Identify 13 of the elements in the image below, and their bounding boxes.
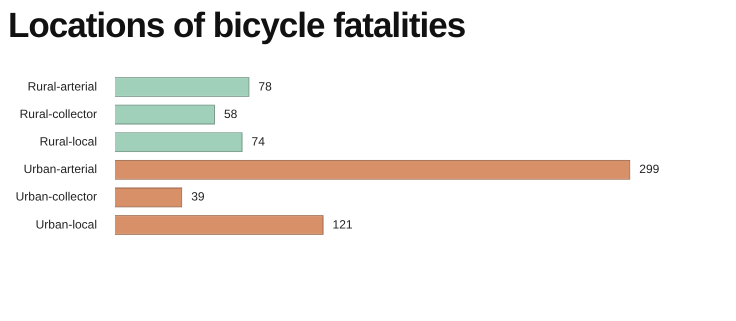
data-label: 299 xyxy=(639,162,660,176)
y-tick-label: Rural-arterial xyxy=(28,79,97,94)
y-tick-label: Urban-collector xyxy=(16,190,97,204)
y-tick-label: Urban-arterial xyxy=(24,162,97,176)
data-label: 74 xyxy=(252,134,266,149)
data-label: 39 xyxy=(191,190,205,204)
data-label: 78 xyxy=(258,79,272,94)
y-tick-label: Urban-local xyxy=(36,217,97,232)
data-label: 121 xyxy=(332,217,353,232)
y-tick-label: Rural-collector xyxy=(20,106,97,121)
chart-title: Locations of bicycle fatalities xyxy=(8,6,466,46)
y-tick-label: Rural-local xyxy=(40,134,97,149)
data-label: 58 xyxy=(224,106,238,121)
